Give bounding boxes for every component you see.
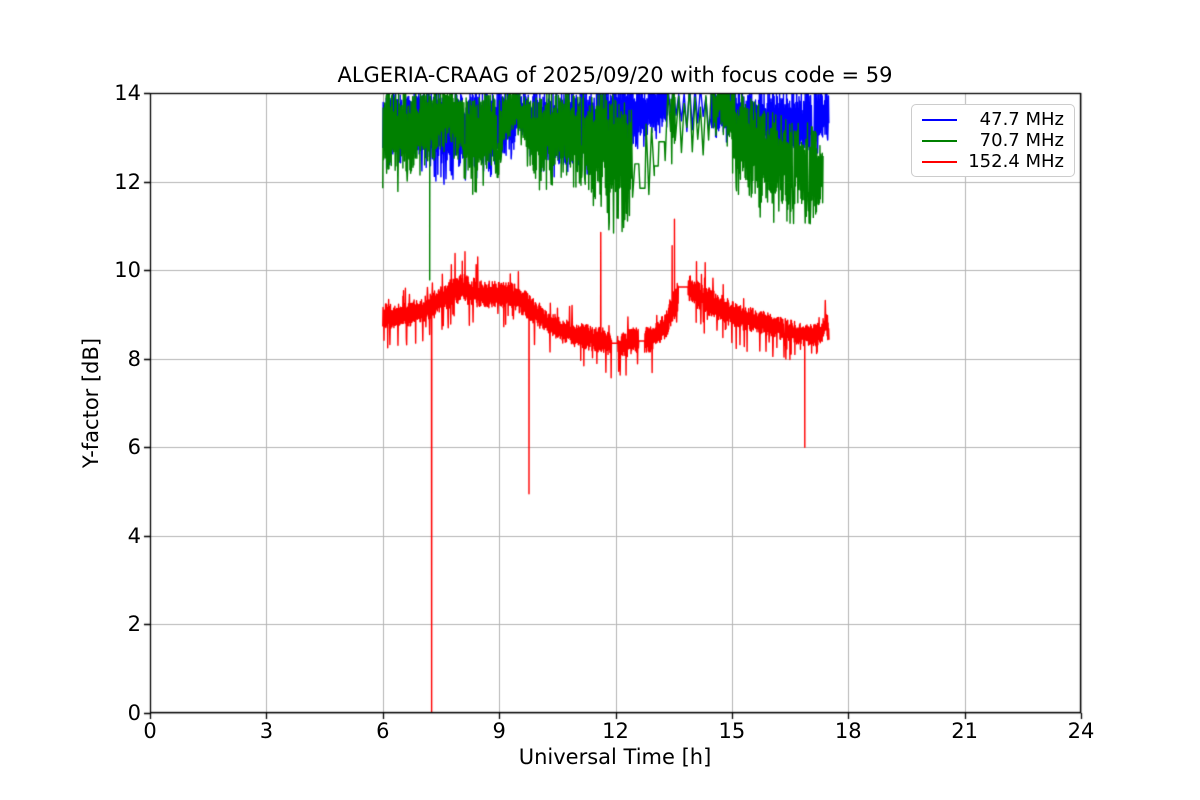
legend-line-sample-green	[922, 139, 957, 142]
y-tick-label: 14	[114, 81, 141, 105]
x-tick-label: 6	[376, 719, 390, 743]
legend: 47.7 MHz 70.7 MHz 152.4 MHz	[911, 104, 1075, 177]
legend-item-70-7-mhz: 70.7 MHz	[922, 130, 1064, 151]
chart-title: ALGERIA-CRAAG of 2025/09/20 with focus c…	[337, 63, 893, 87]
y-tick-label: 12	[114, 169, 141, 194]
x-tick-label: 3	[259, 719, 274, 743]
y-tick-label: 0	[127, 701, 141, 725]
y-tick-label: 10	[114, 258, 141, 283]
y-tick-label: 6	[127, 435, 141, 460]
x-axis-label: Universal Time [h]	[518, 745, 712, 769]
x-tick-label: 21	[951, 719, 978, 743]
x-tick-label: 15	[718, 719, 746, 743]
legend-line-sample-blue	[922, 118, 957, 121]
x-tick-label: 12	[602, 719, 629, 743]
legend-label: 152.4 MHz	[968, 151, 1064, 172]
y-axis-label: Y-factor [dB]	[79, 337, 103, 469]
x-tick-label: 9	[492, 719, 506, 743]
x-tick-label: 24	[1067, 719, 1095, 743]
legend-line-sample-red	[922, 160, 957, 163]
y-tick-label: 2	[127, 612, 141, 637]
legend-label: 47.7 MHz	[979, 109, 1064, 130]
y-tick-label: 8	[127, 346, 141, 371]
y-tick-label: 4	[127, 523, 141, 548]
legend-item-47-7-mhz: 47.7 MHz	[922, 109, 1064, 130]
x-tick-label: 18	[834, 719, 862, 743]
legend-label: 70.7 MHz	[979, 130, 1064, 151]
x-tick-label: 0	[143, 719, 157, 743]
legend-item-152-4-mhz: 152.4 MHz	[922, 151, 1064, 172]
